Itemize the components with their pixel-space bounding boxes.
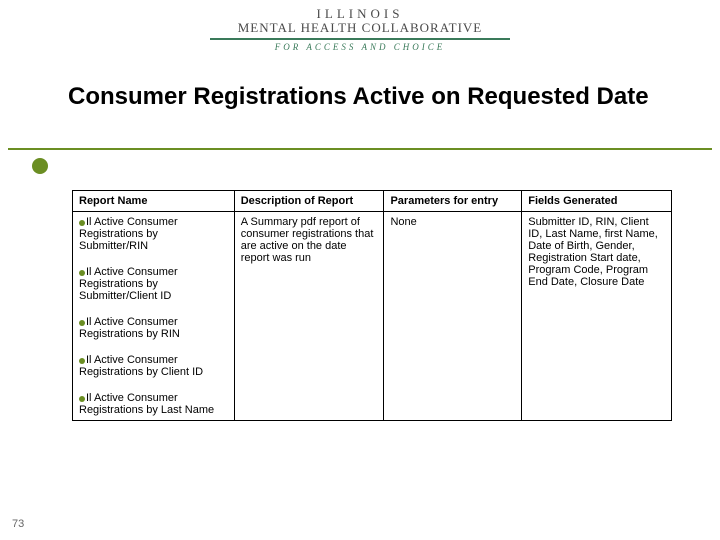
report-name-item: Il Active Consumer Registrations by Clie…	[79, 354, 228, 378]
cell-fields: Submitter ID, RIN, Client ID, Last Name,…	[522, 212, 672, 421]
report-name-text: Il Active Consumer Registrations by Last…	[79, 392, 214, 416]
logo-separator	[210, 38, 510, 40]
header-description: Description of Report	[234, 191, 384, 212]
table-row: Il Active Consumer Registrations by Subm…	[73, 212, 672, 421]
bullet-icon	[79, 220, 85, 226]
logo-line2: MENTAL HEALTH COLLABORATIVE	[210, 20, 510, 36]
cell-parameters: None	[384, 212, 522, 421]
bullet-icon	[79, 396, 85, 402]
report-table-container: Report Name Description of Report Parame…	[72, 190, 672, 421]
header-logo: ILLINOIS MENTAL HEALTH COLLABORATIVE FOR…	[210, 6, 510, 52]
bullet-icon	[79, 320, 85, 326]
report-name-item: Il Active Consumer Registrations by Last…	[79, 392, 228, 416]
report-name-text: Il Active Consumer Registrations by Subm…	[79, 216, 178, 252]
report-name-item: Il Active Consumer Registrations by Subm…	[79, 216, 228, 252]
header-fields: Fields Generated	[522, 191, 672, 212]
page-title: Consumer Registrations Active on Request…	[68, 84, 690, 110]
cell-description: A Summary pdf report of consumer registr…	[234, 212, 384, 421]
table-header-row: Report Name Description of Report Parame…	[73, 191, 672, 212]
report-table: Report Name Description of Report Parame…	[72, 190, 672, 421]
title-underline	[8, 148, 712, 150]
report-name-text: Il Active Consumer Registrations by Clie…	[79, 354, 203, 378]
page-number: 73	[12, 518, 24, 530]
report-name-text: Il Active Consumer Registrations by Subm…	[79, 266, 178, 302]
header-parameters: Parameters for entry	[384, 191, 522, 212]
report-name-item: Il Active Consumer Registrations by Subm…	[79, 266, 228, 302]
bullet-icon	[79, 358, 85, 364]
title-bullet-icon	[32, 158, 48, 174]
header-report-name: Report Name	[73, 191, 235, 212]
bullet-icon	[79, 270, 85, 276]
report-name-text: Il Active Consumer Registrations by RIN	[79, 316, 180, 340]
logo-tagline: FOR ACCESS AND CHOICE	[210, 42, 510, 52]
report-name-item: Il Active Consumer Registrations by RIN	[79, 316, 228, 340]
cell-report-name: Il Active Consumer Registrations by Subm…	[73, 212, 235, 421]
